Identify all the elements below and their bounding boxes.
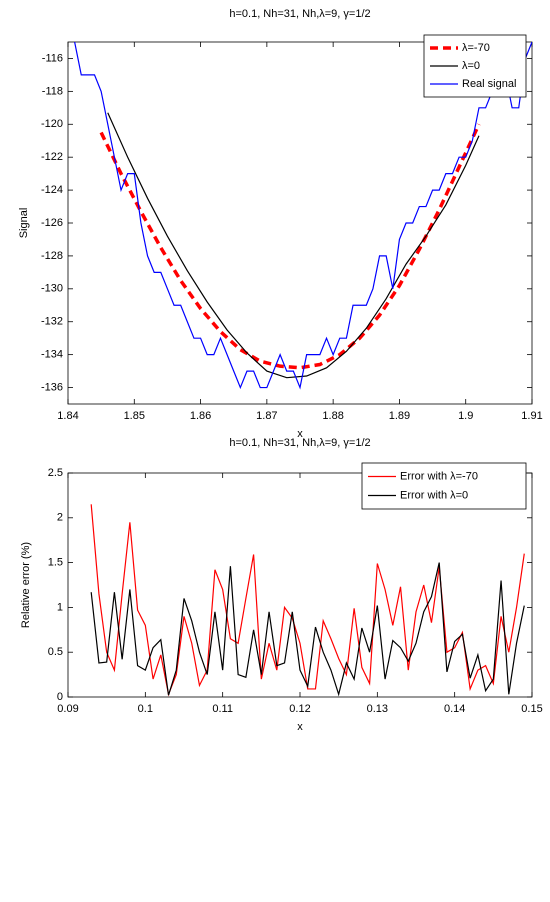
chart-title: h=0.1, Nh=31, Nh,λ=9, γ=1/2 — [229, 8, 370, 20]
data-line — [99, 123, 481, 370]
x-tick-label: 0.15 — [521, 703, 542, 715]
y-tick-label: -128 — [41, 250, 63, 262]
legend-box — [361, 462, 527, 510]
y-tick-label: 2.5 — [48, 467, 63, 479]
y-tick-label: -136 — [41, 381, 63, 393]
y-tick-label: -124 — [41, 184, 63, 196]
x-tick-label: 1.85 — [124, 410, 145, 422]
data-line — [74, 42, 532, 390]
legend-label: λ=0 — [462, 60, 480, 72]
y-tick-label: -122 — [41, 151, 63, 163]
y-tick-label: 2 — [57, 512, 63, 524]
y-tick-label: -134 — [41, 349, 63, 361]
y-tick-label: 0 — [57, 691, 63, 703]
legend-label: Error with λ=-70 — [400, 470, 478, 482]
y-tick-label: -132 — [41, 316, 63, 328]
legend-label: Real signal — [462, 78, 516, 90]
legend: λ=-70 λ=0 Real signal — [423, 34, 527, 98]
x-tick-label: 0.11 — [212, 703, 233, 715]
y-tick-label: -116 — [42, 52, 63, 64]
chart-title: h=0.1, Nh=31, Nh,λ=9, γ=1/2 — [229, 437, 370, 449]
x-axis-label: x — [297, 428, 303, 440]
legend: Error with λ=-70 Error with λ=0 — [361, 462, 527, 510]
x-tick-label: 1.84 — [57, 410, 78, 422]
y-tick-label: 1 — [57, 601, 63, 613]
x-tick-label: 1.9 — [458, 410, 473, 422]
x-tick-label: 0.12 — [289, 703, 310, 715]
data-line — [107, 112, 480, 379]
x-tick-label: 1.91 — [521, 410, 542, 422]
x-tick-label: 1.88 — [322, 410, 343, 422]
x-tick-label: 1.86 — [190, 410, 211, 422]
legend-label: λ=-70 — [462, 42, 490, 54]
x-tick-label: 0.14 — [444, 703, 465, 715]
data-line — [90, 562, 525, 697]
subplot: h=0.1, Nh=31, Nh,λ=9, γ=1/2 x Relative err… — [20, 437, 543, 733]
y-tick-label: -126 — [41, 217, 63, 229]
y-tick-label: 1.5 — [48, 557, 63, 569]
y-tick-label: -120 — [41, 118, 63, 130]
y-tick-label: 0.5 — [48, 646, 63, 658]
plot-area — [67, 41, 533, 405]
y-tick-label: -130 — [41, 283, 63, 295]
subplot: h=0.1, Nh=31, Nh,λ=9, γ=1/2 x Signal 1.84 1.… — [18, 8, 543, 440]
plot-lines — [90, 504, 525, 697]
x-tick-label: 1.87 — [256, 410, 277, 422]
y-tick-label: -118 — [42, 85, 63, 97]
x-tick-label: 0.09 — [57, 703, 78, 715]
plot-lines — [74, 42, 532, 390]
x-tick-label: 0.1 — [138, 703, 153, 715]
x-tick-label: 0.13 — [367, 703, 388, 715]
plot-area — [67, 472, 533, 698]
x-axis-label: x — [297, 721, 303, 733]
y-axis-label: Signal — [18, 208, 30, 239]
x-tick-label: 1.89 — [389, 410, 410, 422]
legend-label: Error with λ=0 — [400, 489, 468, 501]
y-axis-label: Relative error (%) — [20, 542, 32, 628]
